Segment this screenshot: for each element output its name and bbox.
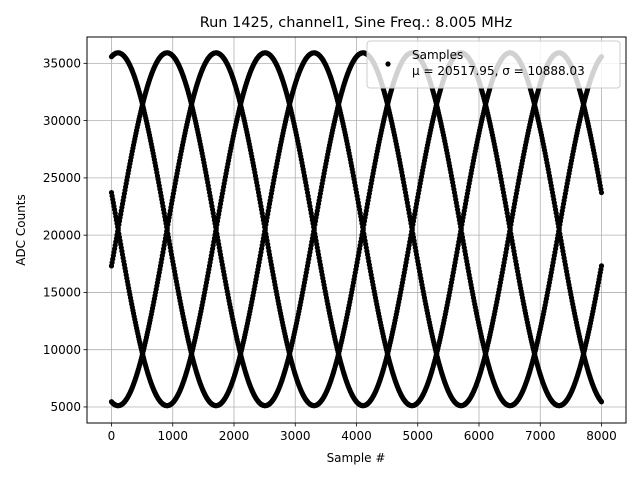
x-tick-label: 6000 bbox=[464, 429, 495, 443]
y-tick-label: 15000 bbox=[43, 286, 81, 300]
x-tick-label: 4000 bbox=[341, 429, 372, 443]
y-tick-label: 30000 bbox=[43, 114, 81, 128]
x-tick-label: 7000 bbox=[525, 429, 556, 443]
legend-marker bbox=[385, 61, 391, 67]
sample-point bbox=[598, 189, 605, 196]
x-tick-label: 5000 bbox=[402, 429, 433, 443]
sample-point bbox=[598, 263, 605, 269]
sample-point bbox=[598, 399, 605, 405]
x-tick-label: 2000 bbox=[219, 429, 250, 443]
chart-title: Run 1425, channel1, Sine Freq.: 8.005 MH… bbox=[200, 15, 513, 31]
legend-label: Samples bbox=[412, 48, 463, 62]
x-tick-label: 0 bbox=[108, 429, 116, 443]
y-tick-label: 35000 bbox=[43, 57, 81, 71]
x-tick-label: 3000 bbox=[280, 429, 311, 443]
legend-stats: μ = 20517.95, σ = 10888.03 bbox=[412, 64, 585, 78]
x-axis-label: Sample # bbox=[327, 451, 386, 465]
legend-box bbox=[366, 40, 621, 89]
legend: Samples μ = 20517.95, σ = 10888.03 bbox=[366, 40, 621, 89]
y-tick-label: 5000 bbox=[50, 400, 81, 414]
x-tick-label: 8000 bbox=[586, 429, 617, 443]
y-tick-label: 20000 bbox=[43, 228, 81, 242]
axis-ticks: 0 1000 2000 3000 4000 5000 6000 7000 8000 5000 100… bbox=[43, 57, 617, 443]
x-tick-label: 1000 bbox=[157, 429, 188, 443]
y-axis-label: ADC Counts bbox=[14, 194, 28, 266]
y-tick-label: 10000 bbox=[43, 343, 81, 357]
y-tick-label: 25000 bbox=[43, 171, 81, 185]
